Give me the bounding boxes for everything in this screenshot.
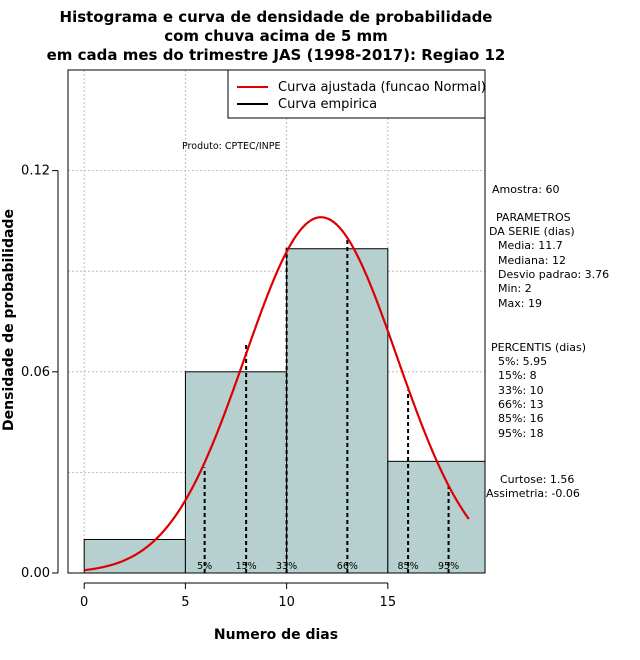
- y-tick-label: 0.06: [21, 365, 50, 380]
- percentis-line: 33%: 10: [498, 384, 544, 397]
- legend: Curva ajustada (funcao Normal) Curva emp…: [227, 69, 486, 119]
- y-tick-label: 0.00: [21, 566, 50, 581]
- x-tick-label: 5: [181, 595, 189, 610]
- percentile-labels: 5% 15% 33% 66% 85% 95%: [197, 561, 459, 572]
- x-axis-label: Numero de dias: [214, 627, 338, 643]
- legend-box: [227, 69, 486, 119]
- histogram-bar: [286, 248, 389, 574]
- amostra-label: Amostra: 60: [492, 183, 559, 196]
- assimetria-label: Assimetria: -0.06: [486, 487, 580, 500]
- percentile-label: 15%: [236, 561, 257, 572]
- y-tick-label: 0.12: [21, 164, 50, 179]
- chart-title-line-3: em cada mes do trimestre JAS (1998-2017)…: [47, 46, 506, 64]
- percentis-line: 5%: 5.95: [498, 355, 547, 368]
- percentis-line: 15%: 8: [498, 369, 537, 382]
- parametros-line: Max: 19: [498, 297, 542, 310]
- parametros-line: Mediana: 12: [498, 254, 566, 267]
- parametros-line: DA SERIE (dias): [489, 225, 575, 238]
- percentile-label: 33%: [276, 561, 297, 572]
- parametros-line: Min: 2: [498, 282, 532, 295]
- y-axis: 0.00 0.06 0.12: [21, 164, 59, 581]
- percentile-label: 95%: [438, 561, 459, 572]
- percentile-label: 85%: [398, 561, 419, 572]
- curtose-label: Curtose: 1.56: [500, 473, 574, 486]
- parametros-line: Desvio padrao: 3.76: [498, 268, 609, 281]
- x-axis: 0 5 10 15: [80, 582, 397, 610]
- x-tick-label: 10: [278, 595, 295, 610]
- percentis-block: PERCENTIS (dias) 5%: 5.95 15%: 8 33%: 10…: [491, 341, 586, 440]
- percentis-line: 85%: 16: [498, 412, 544, 425]
- percentile-label: 66%: [337, 561, 358, 572]
- produto-label: Produto: CPTEC/INPE: [182, 141, 281, 152]
- parametros-line: PARAMETROS: [496, 211, 571, 224]
- parametros-line: Media: 11.7: [498, 239, 563, 252]
- normal-curve: [84, 216, 470, 572]
- parametros-block: PARAMETROS DA SERIE (dias) Media: 11.7 M…: [489, 211, 609, 310]
- percentis-line: PERCENTIS (dias): [491, 341, 586, 354]
- normal-curve-group: [84, 216, 470, 572]
- percentile-lines: [203, 237, 450, 573]
- histogram-bars: [83, 248, 486, 574]
- legend-label-normal: Curva ajustada (funcao Normal): [278, 80, 486, 95]
- histogram-bar: [387, 460, 486, 574]
- percentis-line: 95%: 18: [498, 427, 544, 440]
- percentile-label: 5%: [197, 561, 212, 572]
- percentis-line: 66%: 13: [498, 398, 544, 411]
- x-tick-label: 15: [380, 595, 397, 610]
- chart-title-line-2: com chuva acima de 5 mm: [164, 27, 388, 45]
- y-axis-label: Densidade de probabilidade: [1, 209, 17, 431]
- x-tick-label: 0: [80, 595, 88, 610]
- chart-title-line-1: Histograma e curva de densidade de proba…: [60, 8, 493, 26]
- legend-label-empirical: Curva empirica: [278, 97, 377, 112]
